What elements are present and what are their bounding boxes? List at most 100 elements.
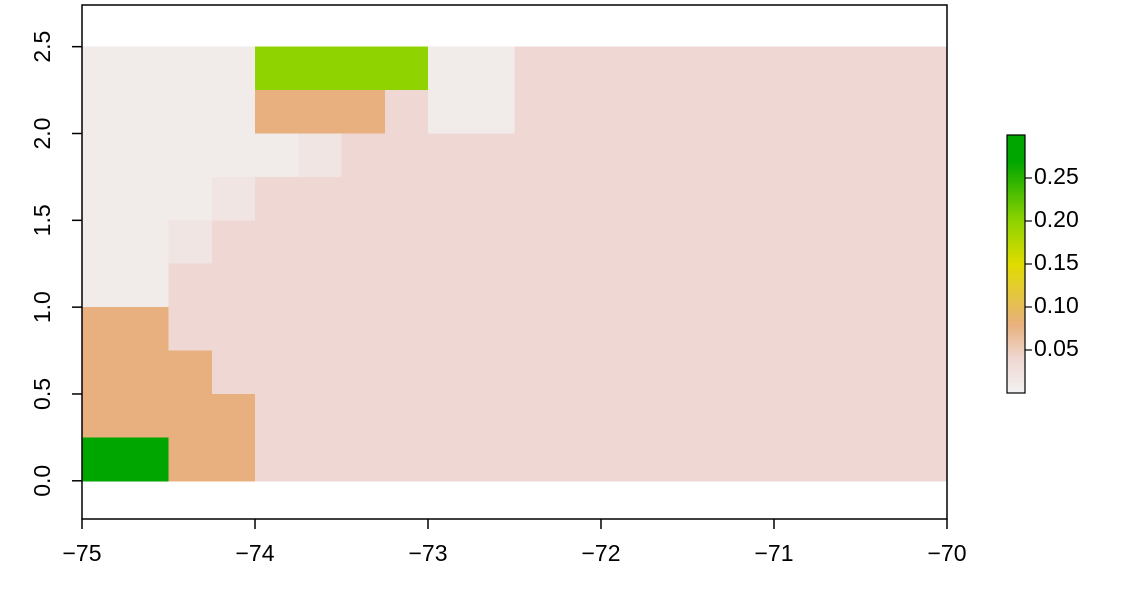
raster-cell: [428, 220, 472, 265]
raster-cell: [557, 350, 602, 395]
y-tick-label: 0.0: [29, 465, 55, 497]
raster-cell: [298, 133, 342, 178]
raster-cell: [860, 90, 905, 134]
raster-cell: [860, 133, 905, 178]
raster-cell: [255, 90, 299, 134]
raster-cell: [774, 220, 818, 265]
raster-cell: [817, 90, 861, 134]
raster-cell: [514, 393, 559, 438]
colorbar-slice: [1007, 196, 1025, 200]
raster-cell: [687, 46, 732, 91]
raster-cell: [255, 393, 299, 438]
colorbar-slice: [1007, 253, 1025, 257]
raster-cell: [384, 133, 429, 178]
raster-cell: [601, 437, 645, 482]
raster-cell: [471, 263, 515, 308]
raster-cell: [601, 307, 645, 352]
colorbar-slice: [1007, 173, 1025, 177]
raster-cell: [903, 307, 948, 352]
raster-cell: [601, 176, 645, 221]
colorbar-slice: [1007, 202, 1025, 206]
raster-cell: [341, 393, 386, 438]
raster-cell: [774, 350, 818, 395]
colorbar-slice: [1007, 155, 1025, 159]
colorbar-slice: [1007, 331, 1025, 335]
raster-cell: [903, 263, 948, 308]
raster-cell: [903, 350, 948, 395]
raster-cell: [125, 176, 169, 221]
colorbar-slice: [1007, 341, 1025, 345]
raster-cell: [514, 263, 559, 308]
colorbar-slice: [1007, 287, 1025, 291]
colorbar-slice: [1007, 338, 1025, 342]
colorbar-slice: [1007, 214, 1025, 219]
raster-cell: [687, 393, 732, 438]
colorbar-slice: [1007, 354, 1025, 358]
raster-cell: [687, 350, 732, 395]
y-tick-label: 1.0: [29, 291, 55, 323]
colorbar-slice: [1007, 163, 1025, 167]
x-tick-label: −70: [927, 540, 966, 566]
colorbar-tick-label: 0.15: [1034, 249, 1079, 275]
colorbar-slice: [1007, 282, 1025, 286]
raster-cell: [341, 350, 386, 395]
raster-cell: [644, 263, 688, 308]
x-tick-label: −71: [754, 540, 793, 566]
raster-cell: [428, 307, 472, 352]
raster-cell: [168, 350, 213, 395]
raster-cell: [774, 307, 818, 352]
raster-cell: [82, 393, 126, 438]
colorbar-slice: [1007, 230, 1025, 234]
raster-cell: [557, 307, 602, 352]
colorbar-slice: [1007, 284, 1025, 288]
colorbar-slice: [1007, 390, 1025, 394]
colorbar-slice: [1007, 233, 1025, 237]
raster-cell: [82, 133, 126, 178]
y-tick-label: 1.5: [29, 204, 55, 236]
colorbar-slice: [1007, 294, 1025, 299]
raster-cell: [903, 133, 948, 178]
colorbar-tick-label: 0.10: [1034, 292, 1079, 318]
raster-cell: [601, 263, 645, 308]
raster-cell: [644, 46, 688, 91]
raster-cell: [644, 133, 688, 178]
raster-cell: [471, 133, 515, 178]
colorbar-slice: [1007, 207, 1025, 211]
raster-cell: [557, 46, 602, 91]
raster-cell: [903, 437, 948, 482]
raster-cell: [82, 220, 126, 265]
raster-cell: [125, 307, 169, 352]
raster-cell: [82, 350, 126, 395]
colorbar-slice: [1007, 271, 1025, 275]
plot-frame: [81, 4, 948, 520]
raster-cell: [255, 220, 299, 265]
raster-cell: [168, 307, 213, 352]
x-tick-label: −73: [408, 540, 447, 566]
raster-cell: [125, 90, 169, 134]
raster-cell: [384, 307, 429, 352]
raster-cell: [211, 133, 256, 178]
raster-cell: [298, 350, 342, 395]
raster-cell: [255, 46, 299, 91]
raster-cell: [730, 90, 775, 134]
colorbar-slice: [1007, 346, 1025, 350]
raster-cell: [125, 393, 169, 438]
raster-cell: [211, 176, 256, 221]
colorbar-slice: [1007, 227, 1025, 231]
colorbar-slice: [1007, 318, 1025, 322]
raster-cell: [514, 220, 559, 265]
raster-cell: [125, 350, 169, 395]
raster-cell: [168, 46, 213, 91]
raster-cell: [384, 220, 429, 265]
colorbar-slice: [1007, 367, 1025, 371]
raster-cell: [730, 46, 775, 91]
raster-cell: [384, 90, 429, 134]
raster-cell: [860, 263, 905, 308]
raster-cell: [601, 133, 645, 178]
raster-cell: [82, 437, 126, 482]
raster-cell: [774, 176, 818, 221]
raster-cell: [298, 437, 342, 482]
raster-cell: [125, 437, 169, 482]
colorbar-slice: [1007, 336, 1025, 340]
colorbar-slice: [1007, 238, 1025, 242]
